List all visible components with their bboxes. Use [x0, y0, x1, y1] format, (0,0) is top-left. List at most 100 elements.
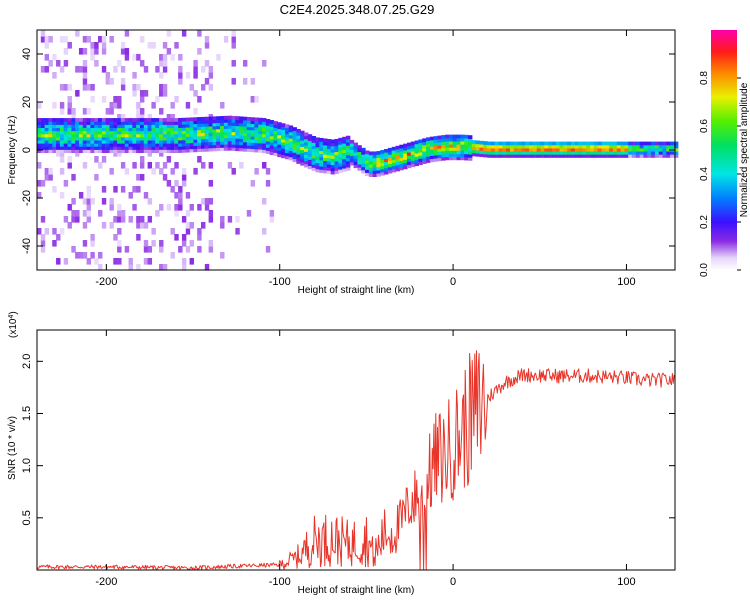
spectrogram-cell [376, 151, 381, 155]
spectrogram-cell [71, 136, 76, 141]
spectrogram-cell [246, 135, 252, 140]
spectrogram-cell [162, 118, 168, 122]
spectrogram-cell [132, 149, 137, 153]
spectrogram-cell [75, 210, 80, 217]
spectrogram-cell [59, 36, 65, 43]
spectrogram-cell [353, 145, 358, 150]
spectrogram-cell [426, 140, 431, 145]
spectrogram-cell [239, 141, 244, 146]
spectrogram-cell [609, 141, 614, 146]
spectrogram-cell [124, 124, 130, 129]
snr-panel: -200 -100 0 100 2.01.51.00.5 Height of stra… [7, 311, 676, 596]
spectrogram-cell [307, 140, 313, 145]
spectrogram-cell [235, 216, 240, 223]
spectrogram-cell [433, 139, 439, 143]
spectrogram-cell [136, 174, 141, 181]
spectrogram-cell [651, 141, 656, 146]
spectrogram-cell [311, 160, 317, 165]
spectrogram-cell [235, 128, 240, 133]
spectrogram-cell [40, 136, 46, 141]
spectrogram-cell [338, 144, 343, 148]
spectrogram-cell [162, 133, 168, 138]
spectrogram-cell [143, 143, 149, 147]
spectrogram-cell [189, 222, 194, 229]
spectrogram-cell [159, 121, 164, 125]
spectrogram-cell [262, 124, 267, 129]
spectrogram-cell [498, 150, 503, 155]
spectrogram-cell [220, 131, 225, 136]
spectrogram-cell [311, 142, 317, 146]
spectrogram-cell [464, 141, 469, 145]
spectrogram-cell [567, 144, 572, 149]
spectrogram-cell [605, 144, 610, 149]
spectrogram-cell [296, 153, 301, 158]
spectrogram-cell [90, 198, 95, 205]
spectrogram-cell [345, 141, 351, 146]
spectrogram-cell [246, 120, 252, 124]
spectrogram-cell [113, 186, 118, 193]
spectrogram-cell [471, 140, 477, 144]
spectrogram-cell [139, 146, 145, 150]
spectrogram-cell [201, 141, 206, 146]
spectrogram-cell [132, 146, 137, 150]
spectrogram-cell [132, 136, 137, 141]
spectrogram-cell [174, 127, 179, 132]
spectrogram-cell [52, 240, 57, 247]
spectrogram-cell [590, 144, 595, 149]
spectrogram-cell [323, 157, 328, 161]
spectrogram-cell [426, 143, 431, 148]
spectrogram-cell [86, 258, 91, 265]
spectrogram-cell [86, 124, 91, 129]
spectrogram-cell [178, 146, 183, 150]
spectrogram-cell [601, 144, 606, 149]
spectrogram-cell [189, 148, 194, 153]
spectrogram-cell [609, 154, 614, 158]
spectrogram-cell [159, 149, 164, 153]
spectrogram-cell [532, 141, 538, 146]
spectrogram-cell [44, 130, 50, 135]
spectrogram-cell [63, 149, 69, 153]
spectrogram-cell [178, 139, 183, 144]
spectrogram-cell [578, 150, 584, 155]
spectrogram-cell [185, 133, 191, 137]
spectrogram-cell [277, 128, 282, 133]
spectrogram-cell [178, 121, 183, 125]
spectrogram-cell [384, 158, 389, 163]
spectrogram-cell [98, 252, 103, 259]
spectrogram-cell [151, 168, 156, 175]
spectrogram-cell [506, 150, 511, 155]
spectrogram-cell [170, 124, 175, 129]
spectrogram-cell [48, 136, 53, 141]
spectrogram-cell [94, 136, 99, 141]
spectrogram-cell [204, 42, 210, 49]
spectrogram-cell [490, 154, 496, 158]
spectrogram-x-label: Height of straight line (km) [298, 285, 415, 296]
spectrogram-cell [258, 130, 263, 134]
spectrogram-cell [113, 124, 118, 129]
spectrogram-cell [326, 163, 332, 168]
spectrogram-cell [56, 127, 61, 132]
spectrogram-cell [250, 120, 256, 125]
spectrogram-cell [235, 228, 240, 235]
spectrogram-cell [120, 84, 126, 91]
spectrogram-cell [101, 42, 107, 49]
spectrogram-cell [303, 151, 309, 155]
spectrogram-cell [567, 150, 572, 155]
spectrogram-cell [551, 154, 557, 158]
spectrogram-cell [609, 150, 614, 155]
spectrogram-cell [338, 156, 343, 161]
spectrogram-cell [174, 143, 179, 147]
spectrogram-cell [37, 162, 42, 169]
spectrogram-cell [502, 144, 507, 149]
spectrogram-cell [63, 216, 69, 223]
spectrogram-cell [670, 150, 675, 155]
spectrogram-cell [147, 139, 153, 144]
spectrogram-cell [487, 144, 492, 149]
spectrogram-cell [456, 137, 461, 142]
spectrogram-cell [410, 157, 416, 161]
spectrogram-cell [406, 148, 412, 153]
spectrogram-cell [44, 118, 50, 122]
spectrogram-cell [181, 168, 187, 175]
spectrogram-cell [159, 240, 164, 247]
